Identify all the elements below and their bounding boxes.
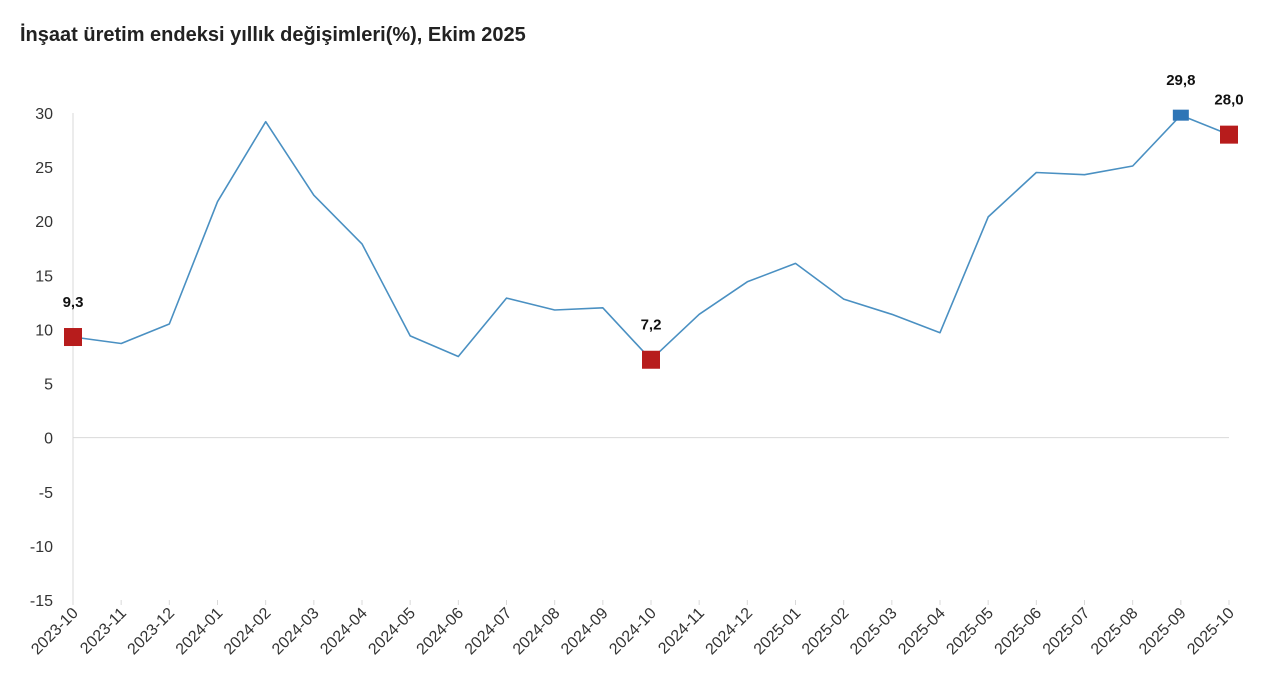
- x-tick-label: 2024-06: [414, 605, 468, 659]
- x-tick-label: 2025-05: [943, 605, 997, 659]
- data-point-marker: [64, 328, 82, 347]
- x-tick-label: 2023-11: [77, 605, 130, 658]
- x-tick-label: 2025-10: [1184, 605, 1238, 659]
- y-tick-label: 10: [35, 322, 53, 339]
- x-tick-label: 2024-02: [221, 605, 275, 659]
- x-axis-ticks: 2023-102023-112023-122024-012024-022024-…: [28, 600, 1238, 658]
- y-tick-label: -10: [30, 539, 53, 556]
- x-tick-label: 2024-07: [462, 605, 516, 659]
- data-label: 7,2: [641, 317, 662, 334]
- x-tick-label: 2025-04: [895, 605, 949, 659]
- x-tick-label: 2024-03: [269, 605, 323, 659]
- x-tick-label: 2025-08: [1088, 605, 1142, 659]
- x-tick-label: 2024-08: [510, 605, 564, 659]
- y-tick-label: -5: [39, 485, 53, 502]
- x-tick-label: 2025-02: [799, 605, 853, 659]
- x-tick-label: 2023-12: [125, 605, 179, 659]
- y-tick-label: 30: [35, 106, 53, 123]
- x-tick-label: 2024-10: [606, 605, 660, 659]
- x-tick-label: 2024-11: [655, 605, 708, 658]
- markers: [64, 109, 1238, 369]
- x-tick-label: 2025-07: [1040, 605, 1094, 659]
- x-tick-label: 2024-12: [703, 605, 757, 659]
- data-label: 29,8: [1166, 72, 1195, 89]
- data-point-marker: [1220, 125, 1238, 144]
- y-tick-label: 5: [44, 377, 53, 394]
- y-tick-label: 15: [35, 268, 53, 285]
- data-label: 28,0: [1214, 92, 1243, 109]
- y-tick-label: -15: [30, 593, 53, 610]
- x-tick-label: 2024-05: [365, 605, 419, 659]
- data-labels: 9,3 7,2 29,8 28,0: [63, 72, 1244, 334]
- data-point-marker: [1172, 109, 1189, 121]
- x-tick-label: 2025-03: [847, 605, 901, 659]
- axes: [72, 113, 1229, 600]
- chart-title: İnşaat üretim endeksi yıllık değişimleri…: [20, 24, 526, 46]
- data-label: 9,3: [63, 294, 84, 311]
- x-tick-label: 2024-01: [173, 605, 227, 659]
- x-tick-label: 2025-09: [1136, 605, 1190, 659]
- x-tick-label: 2024-04: [317, 605, 371, 659]
- y-tick-label: 25: [35, 160, 53, 177]
- y-axis-ticks: 30 25 20 15 10 5 0 -5 -10 -15: [30, 106, 53, 610]
- x-tick-label: 2023-10: [28, 605, 82, 659]
- x-tick-label: 2024-09: [558, 605, 612, 659]
- x-tick-label: 2025-01: [751, 605, 805, 659]
- data-point-marker: [642, 350, 660, 369]
- y-tick-label: 20: [35, 214, 53, 231]
- y-tick-label: 0: [44, 431, 53, 448]
- x-tick-label: 2025-06: [992, 605, 1046, 659]
